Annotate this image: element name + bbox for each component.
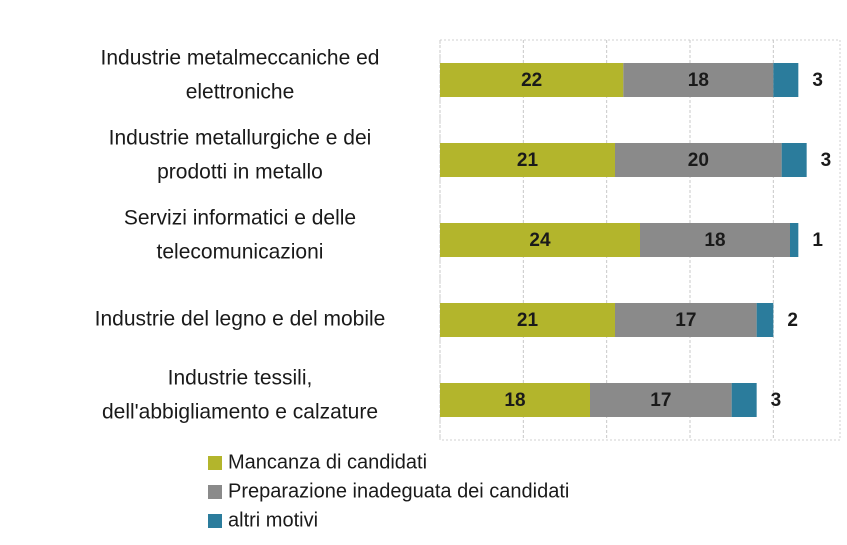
bar-segment	[640, 223, 790, 257]
data-label: 17	[650, 390, 671, 411]
data-label: 3	[771, 390, 782, 411]
data-label: 3	[821, 150, 832, 171]
bar-segment	[623, 63, 774, 97]
data-label: 24	[529, 230, 551, 251]
data-label: 18	[504, 390, 525, 411]
data-label: 22	[521, 70, 542, 91]
bar-segment	[440, 303, 615, 337]
bar-segment	[615, 303, 757, 337]
data-label: 21	[517, 150, 539, 171]
bar-segment	[440, 63, 624, 97]
category-label: Industrie tessili,	[168, 367, 313, 390]
category-label: elettroniche	[186, 81, 295, 104]
legend-label: Preparazione inadeguata dei candidati	[228, 480, 569, 502]
bar-segment	[440, 223, 640, 257]
bar-segment	[590, 383, 732, 417]
category-label: prodotti in metallo	[157, 161, 323, 184]
bar-segment	[790, 223, 799, 257]
legend-swatch	[208, 456, 222, 470]
bar-segment	[615, 143, 782, 177]
bar-segment	[773, 63, 799, 97]
category-label: Industrie metalmeccaniche ed	[101, 47, 380, 70]
data-label: 18	[688, 70, 709, 91]
data-label: 20	[688, 150, 709, 171]
category-label: telecomunicazioni	[157, 241, 324, 264]
category-label: Servizi informatici e delle	[124, 207, 356, 230]
category-label: Industrie del legno e del mobile	[95, 308, 386, 331]
category-label: dell'abbigliamento e calzature	[102, 401, 378, 424]
legend-swatch	[208, 485, 222, 499]
bar-segment	[440, 143, 615, 177]
bar-segment	[731, 383, 757, 417]
legend-label: Mancanza di candidati	[228, 451, 427, 473]
legend-label: altri motivi	[228, 509, 318, 531]
category-label: Industrie metallurgiche e dei	[109, 127, 372, 150]
bar-segment	[756, 303, 774, 337]
data-label: 1	[812, 230, 823, 251]
bar-segment	[781, 143, 807, 177]
data-label: 21	[517, 310, 539, 331]
data-label: 18	[704, 230, 725, 251]
data-label: 17	[675, 310, 696, 331]
data-label: 3	[812, 70, 823, 91]
legend-swatch	[208, 514, 222, 528]
data-label: 2	[787, 310, 798, 331]
bar-segment	[440, 383, 590, 417]
